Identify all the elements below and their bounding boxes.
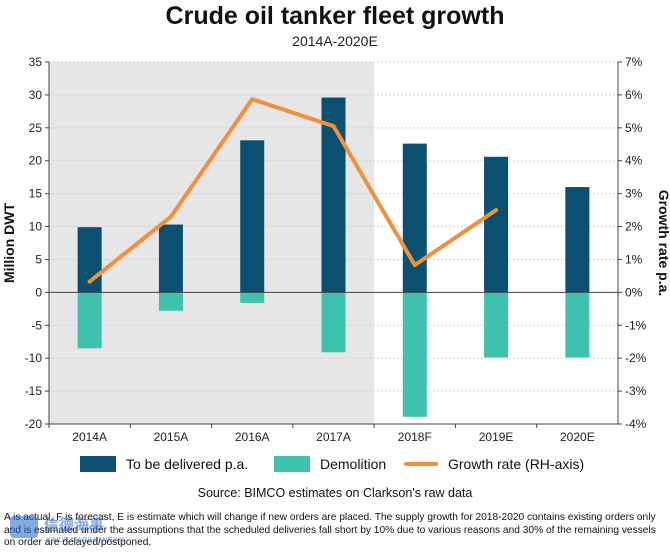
growth-rate-point bbox=[331, 124, 336, 129]
bar-demolition bbox=[77, 292, 102, 349]
bar-demolition bbox=[240, 292, 265, 303]
growth-rate-line bbox=[87, 97, 499, 284]
y-axis-title-right: Growth rate p.a. bbox=[656, 190, 670, 297]
y-tick-label-left: 5 bbox=[35, 252, 42, 266]
y-axis-title-left: Million DWT bbox=[1, 203, 17, 284]
source-note: Source: BIMCO estimates on Clarkson's ra… bbox=[197, 486, 473, 500]
y-tick-label-left: -20 bbox=[25, 417, 43, 431]
x-tick-label: 2014A bbox=[72, 430, 107, 444]
legend-label-growth: Growth rate (RH-axis) bbox=[448, 456, 585, 472]
chart-legend: To be delivered p.a. Demolition Growth r… bbox=[80, 456, 640, 476]
y-tick-label-right: 5% bbox=[625, 121, 643, 135]
y-tick-label-right: 7% bbox=[625, 55, 643, 69]
bar-delivered bbox=[484, 156, 509, 293]
bar-delivered bbox=[565, 187, 590, 293]
chart-title: Crude oil tanker fleet growth bbox=[165, 2, 505, 30]
x-tick-label: 2018F bbox=[398, 430, 432, 444]
bar-demolition bbox=[565, 292, 590, 358]
watermark-mark bbox=[10, 516, 38, 538]
bar-demolition bbox=[321, 292, 346, 353]
chart-canvas: 35 30 25 20 15 10 5 0 -5 -10 -15 -20 7% 6% 5% 4% 3% 2% 1% 0… bbox=[1, 55, 670, 444]
watermark-logo: 信德海事 XINDE MARINE NEWS bbox=[10, 516, 125, 544]
y-tick-label-right: -4% bbox=[625, 417, 647, 431]
bar-demolition bbox=[402, 292, 427, 417]
x-tick-label: 2017A bbox=[316, 430, 351, 444]
legend-label-delivered: To be delivered p.a. bbox=[126, 456, 249, 472]
legend-label-demolition: Demolition bbox=[320, 456, 387, 472]
y-tick-label-right: -3% bbox=[625, 384, 647, 398]
y-tick-label-left: -5 bbox=[31, 318, 42, 332]
growth-rate-point bbox=[250, 97, 255, 102]
legend-swatch-growth bbox=[404, 462, 438, 466]
y-tick-label-right: 2% bbox=[625, 220, 643, 234]
bar-delivered bbox=[158, 224, 183, 293]
bar-demolition bbox=[158, 292, 183, 311]
legend-swatch-demolition bbox=[274, 456, 310, 472]
growth-rate-point bbox=[168, 214, 173, 219]
y-tick-label-left: 30 bbox=[29, 88, 43, 102]
bar-delivered bbox=[240, 140, 265, 293]
y-tick-label-left: 25 bbox=[29, 121, 43, 135]
y-tick-label-right: 3% bbox=[625, 187, 643, 201]
x-tick-label: 2020E bbox=[560, 430, 595, 444]
bar-delivered bbox=[402, 143, 427, 293]
watermark-text: 信德海事 bbox=[44, 516, 104, 534]
y-tick-label-right: 6% bbox=[625, 88, 643, 102]
growth-rate-point bbox=[494, 208, 499, 213]
x-tick-label: 2015A bbox=[154, 430, 189, 444]
legend-item-delivered: To be delivered p.a. bbox=[80, 456, 248, 472]
y-tick-label-right: -1% bbox=[625, 318, 647, 332]
y-tick-label-right: 4% bbox=[625, 154, 643, 168]
y-tick-label-right: 0% bbox=[625, 285, 643, 299]
bar-demolition bbox=[484, 292, 509, 358]
y-tick-label-right: -2% bbox=[625, 351, 647, 365]
watermark-subtext: XINDE MARINE NEWS bbox=[46, 535, 125, 544]
legend-swatch-delivered bbox=[80, 456, 116, 472]
y-tick-label-left: 20 bbox=[29, 154, 43, 168]
legend-item-growth: Growth rate (RH-axis) bbox=[404, 456, 584, 472]
y-tick-label-left: 10 bbox=[29, 220, 43, 234]
y-tick-label-left: 35 bbox=[29, 55, 43, 69]
chart-subtitle: 2014A-2020E bbox=[292, 33, 378, 49]
footnote: A is actual, F is forecast, E is estimat… bbox=[4, 512, 656, 548]
y-tick-label-left: -15 bbox=[25, 384, 43, 398]
y-tick-label-left: 15 bbox=[29, 187, 43, 201]
x-tick-label: 2019E bbox=[479, 430, 514, 444]
x-tick-label: 2016A bbox=[235, 430, 270, 444]
legend-item-demolition: Demolition bbox=[274, 456, 386, 472]
y-tick-label-left: 0 bbox=[35, 285, 42, 299]
y-tick-label-right: 1% bbox=[625, 252, 643, 266]
growth-rate-point bbox=[87, 279, 92, 284]
y-tick-label-left: -10 bbox=[25, 351, 43, 365]
growth-rate-point bbox=[412, 263, 417, 268]
